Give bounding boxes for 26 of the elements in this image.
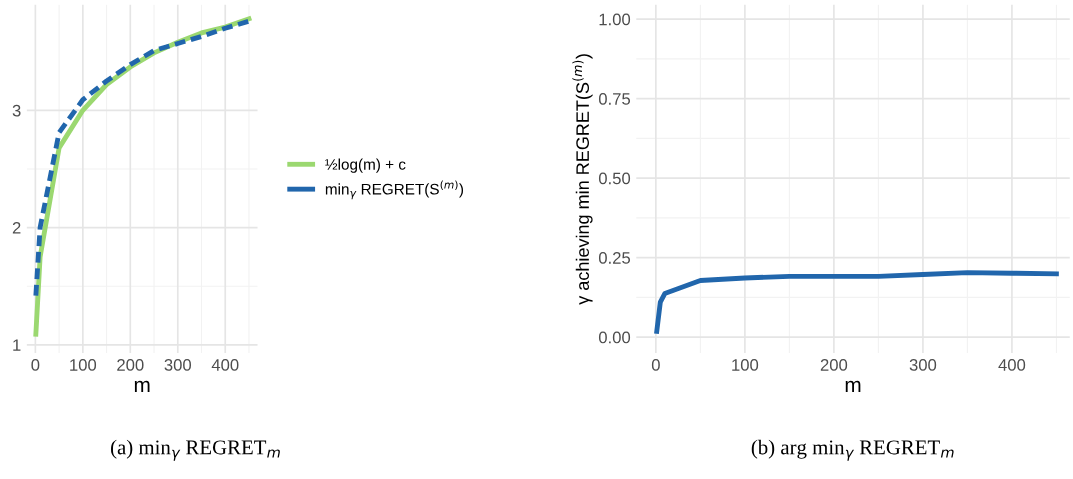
legend-label: min$_{γ}$ REGRET(S$^{(m)}$) — [325, 180, 464, 200]
y-tick-label: 0.25 — [598, 252, 631, 264]
y-axis-title: γ achieving min REGRET(S$^{(m)}$) — [572, 54, 593, 305]
x-tick-label: 300 — [164, 359, 192, 371]
x-tick-label: 400 — [998, 359, 1026, 371]
y-tick-label: 0.00 — [598, 331, 631, 344]
text: (b) arg min$_{γ}$ REGRET$_{m}$ — [751, 439, 954, 461]
y-tick-label: 0.75 — [598, 93, 631, 105]
text: (a) min$_{γ}$ REGRET$_{m}$ — [111, 439, 280, 461]
x-tick-label: 300 — [909, 359, 937, 371]
y-tick-label: 1 — [13, 339, 21, 351]
x-tick-label: 0 — [651, 359, 660, 371]
y-tick-label: 2 — [12, 221, 21, 234]
line-series — [654, 270, 1059, 334]
x-tick-label: 100 — [70, 359, 97, 371]
legend-label: ½log(m) + c — [325, 158, 406, 173]
x-tick-label: 200 — [117, 359, 144, 371]
x-axis-title: m — [134, 380, 150, 392]
x-tick-label: 100 — [732, 359, 759, 371]
x-tick-label: 0 — [31, 359, 40, 371]
x-axis-title: m — [845, 380, 861, 392]
y-tick-label: 3 — [12, 104, 21, 117]
x-tick-label: 200 — [820, 359, 848, 371]
y-tick-label: 0.50 — [598, 172, 631, 185]
y-tick-label: 1.00 — [599, 13, 631, 26]
x-tick-label: 400 — [211, 359, 239, 371]
